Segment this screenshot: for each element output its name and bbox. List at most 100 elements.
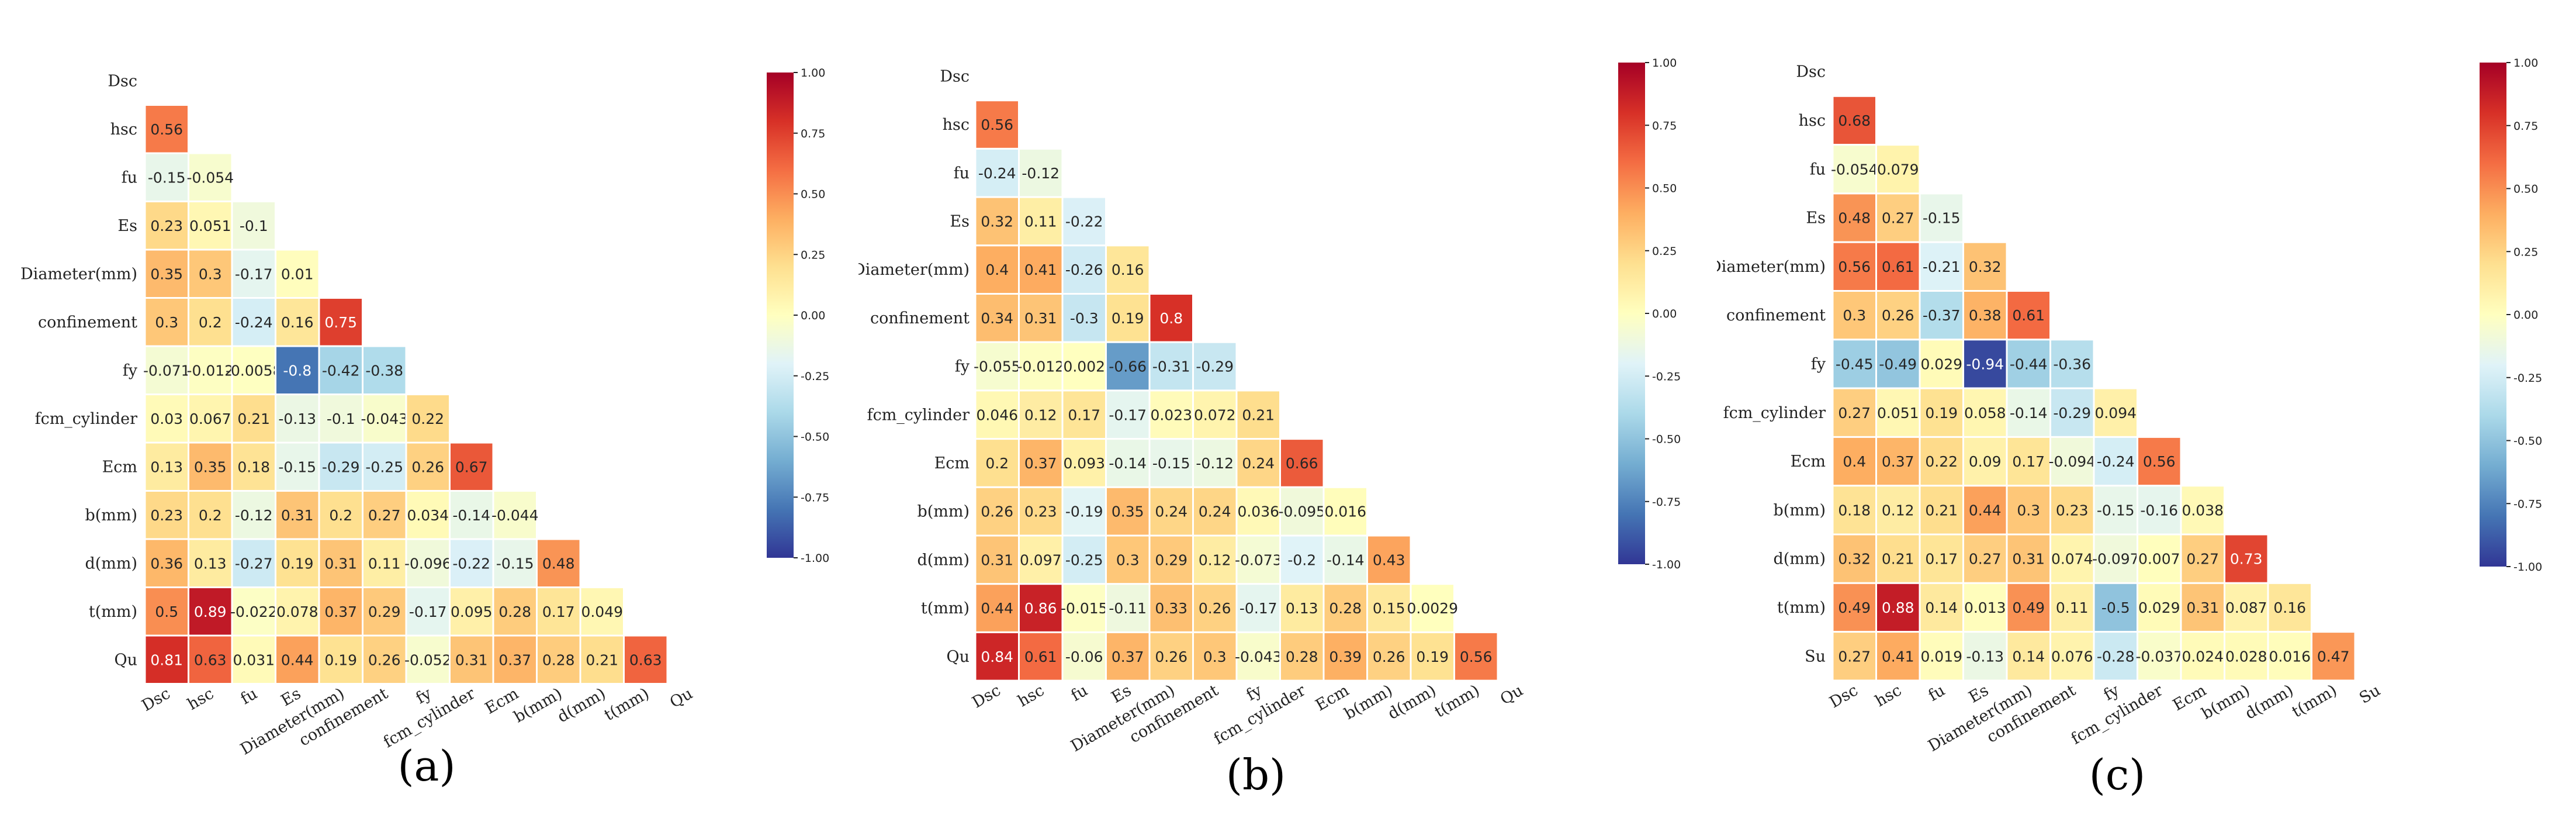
cell-value-label: 0.61 — [2012, 307, 2045, 324]
cell-confinement-diameter-mm — [2006, 290, 2051, 341]
cell-value-label: 0.32 — [1969, 258, 2002, 275]
cell-t-mm-diameter-mm — [318, 586, 363, 637]
cell-d-mm-fu — [231, 538, 276, 588]
cell-confinement-es — [275, 297, 320, 347]
cell-fcm-cylinder-hsc — [1875, 387, 1921, 438]
cell-value-label: -0.26 — [1065, 261, 1103, 278]
panel-label: (a) — [397, 741, 455, 791]
colorbar-tick-label: -1.00 — [1652, 558, 1681, 571]
cell-value-label: -0.015 — [1061, 600, 1108, 617]
cell-value-label: 0.26 — [1373, 648, 1405, 665]
cell-su-b-mm — [2224, 631, 2269, 682]
cell-value-label: 0.079 — [1877, 161, 1919, 178]
cell-diameter-mm-dsc — [1831, 241, 1877, 292]
cell-value-label: 0.3 — [155, 314, 178, 331]
cell-diameter-mm-es — [275, 248, 320, 299]
cell-value-label: 0.31 — [2012, 551, 2045, 568]
cell-value-label: 0.37 — [498, 651, 531, 668]
row-label-ecm: Ecm — [102, 458, 137, 476]
cell-value-label: 0.36 — [150, 555, 183, 572]
cell-value-label: 0.2 — [985, 455, 1009, 472]
cell-value-label: 0.43 — [1373, 551, 1405, 568]
cell-value-label: 0.41 — [1024, 261, 1057, 278]
row-label-confinement: confinement — [38, 313, 137, 332]
cell-value-label: -0.043 — [1235, 648, 1282, 665]
cell-value-label: 0.17 — [1068, 406, 1100, 423]
cell-value-label: 0.8 — [1159, 310, 1183, 327]
colorbar-tick-label: 0.00 — [801, 309, 825, 322]
cell-value-label: 0.3 — [1843, 307, 1866, 324]
cell-value-label: 0.29 — [368, 603, 401, 620]
cell-value-label: 0.26 — [368, 651, 401, 668]
cell-value-label: 0.89 — [194, 603, 227, 620]
cell-confinement-es — [1105, 293, 1151, 343]
cell-t-mm-fcm-cylinder — [449, 586, 494, 637]
cell-d-mm-diameter-mm — [1148, 534, 1194, 585]
cell-value-label: -0.29 — [322, 458, 360, 475]
cell-qu-confinement — [362, 634, 407, 685]
row-label-d-mm: d(mm) — [85, 554, 137, 572]
cell-confinement-hsc — [188, 297, 233, 347]
cell-value-label: 0.35 — [1112, 503, 1144, 520]
colorbar-tick-label: 0.75 — [2513, 120, 2538, 133]
cell-value-label: 0.37 — [1882, 453, 1914, 470]
row-label-confinement: confinement — [870, 309, 970, 327]
colorbar-tick-label: -0.75 — [801, 491, 829, 504]
cell-b-mm-fu — [231, 490, 276, 540]
cell-qu-fu — [231, 634, 276, 685]
cell-su-es — [1962, 631, 2008, 682]
cell-su-d-mm — [2267, 631, 2312, 682]
column-label-b-mm: b(mm) — [1341, 681, 1396, 723]
cell-value-label: 0.23 — [2056, 502, 2089, 519]
cell-fcm-cylinder-confinement — [1192, 389, 1238, 440]
cell-su-t-mm — [2311, 631, 2356, 682]
colorbar-tick-label: -0.50 — [801, 431, 829, 444]
cell-value-label: -0.012 — [186, 362, 234, 379]
cell-fcm-cylinder-fy — [1235, 389, 1281, 440]
cell-qu-diameter-mm — [318, 634, 363, 685]
row-label-hsc: hsc — [943, 116, 970, 134]
cell-es-hsc — [1875, 192, 1921, 243]
cell-b-mm-fcm-cylinder — [1279, 486, 1325, 537]
cell-value-label: -0.11 — [1109, 600, 1147, 617]
cell-value-label: -0.055 — [974, 358, 1021, 375]
cell-value-label: 0.38 — [1969, 307, 2002, 324]
cell-value-label: 0.087 — [2225, 599, 2267, 616]
column-label-hsc: hsc — [1872, 681, 1905, 710]
row-label-fcm-cylinder: fcm_cylinder — [1723, 404, 1826, 422]
cell-value-label: 0.046 — [976, 406, 1018, 423]
cell-value-label: -0.12 — [235, 507, 273, 524]
cell-b-mm-hsc — [1018, 486, 1064, 537]
row-label-dsc: Dsc — [108, 72, 137, 90]
cell-value-label: 0.072 — [1194, 406, 1236, 423]
cell-value-label: -0.25 — [1065, 551, 1103, 568]
cell-value-label: 0.33 — [1155, 600, 1187, 617]
cell-value-label: 0.3 — [1203, 648, 1227, 665]
cell-value-label: 0.078 — [276, 603, 318, 620]
cell-value-label: -0.31 — [1152, 358, 1190, 375]
cell-value-label: 0.81 — [150, 651, 183, 668]
cell-t-mm-b-mm — [536, 586, 581, 637]
cell-value-label: -0.15 — [148, 169, 186, 186]
cell-fcm-cylinder-fu — [1061, 389, 1107, 440]
cell-value-label: 0.007 — [2138, 551, 2180, 568]
cell-b-mm-hsc — [1875, 485, 1921, 536]
cell-d-mm-b-mm — [536, 538, 581, 588]
colorbar-tick-label: 0.75 — [801, 127, 825, 140]
cell-su-hsc — [1875, 631, 1921, 682]
colorbar — [2480, 63, 2506, 567]
cell-es-fu — [231, 201, 276, 251]
cell-value-label: 0.56 — [2143, 453, 2176, 470]
colorbar-tick-label: 0.25 — [2513, 246, 2538, 258]
colorbar-tick-label: -0.25 — [801, 370, 829, 383]
cell-value-label: -0.2 — [1287, 551, 1316, 568]
row-label-fy: fy — [1811, 355, 1826, 373]
cell-diameter-mm-es — [1962, 241, 2008, 292]
cell-b-mm-fcm-cylinder — [2137, 485, 2182, 536]
column-label-t-mm: t(mm) — [1432, 681, 1483, 721]
column-label-fu: fu — [238, 685, 261, 709]
cell-value-label: 0.24 — [1242, 455, 1275, 472]
cell-value-label: -0.15 — [2097, 502, 2135, 519]
column-label-d-mm: d(mm) — [2242, 681, 2297, 723]
cell-value-label: -0.21 — [1923, 258, 1961, 275]
